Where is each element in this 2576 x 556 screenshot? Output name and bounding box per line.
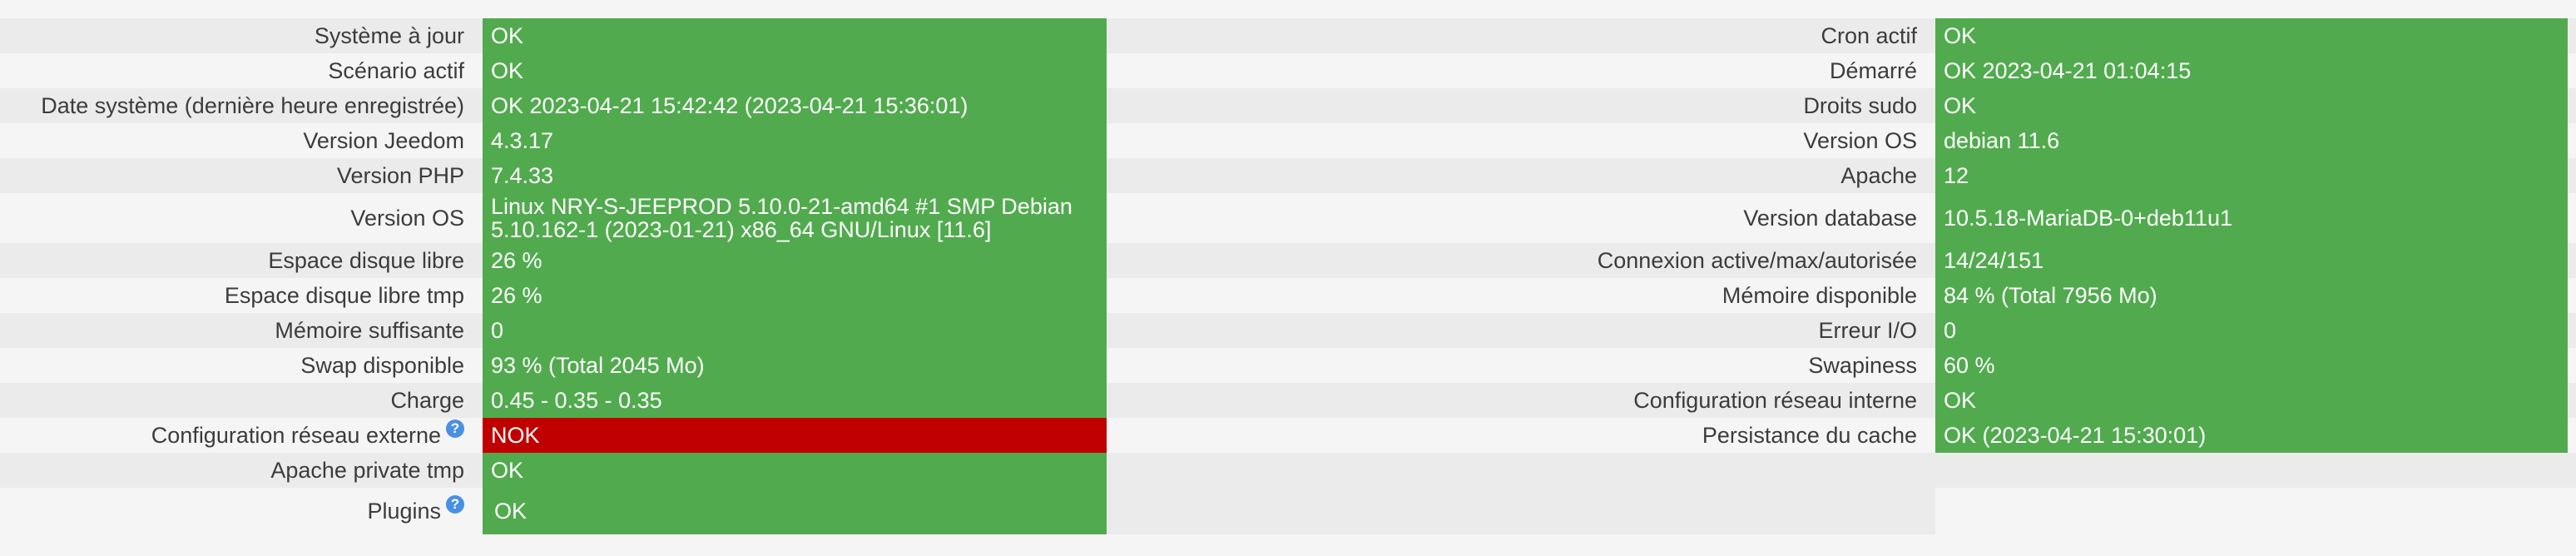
check-status: 12 [1935, 158, 2568, 193]
empty-cell [1935, 488, 2576, 534]
check-status: OK [483, 53, 1107, 88]
check-label: Charge [0, 383, 483, 418]
row-spacer [2568, 53, 2576, 88]
check-status: 60 % [1935, 348, 2568, 383]
check-status: OK [483, 488, 1107, 534]
check-status: OK [483, 18, 1107, 53]
help-icon[interactable]: ? [446, 419, 464, 438]
check-label: Apache [1107, 158, 1935, 193]
check-status: 84 % (Total 7956 Mo) [1935, 278, 2568, 313]
check-label: Scénario actif [0, 53, 483, 88]
check-status: Linux NRY-S-JEEPROD 5.10.0-21-amd64 #1 S… [483, 193, 1107, 243]
check-label: Mémoire disponible [1107, 278, 1935, 313]
row-spacer [2568, 418, 2576, 453]
check-label: Persistance du cache [1107, 418, 1935, 453]
table-row: Apache private tmp OK [0, 453, 2576, 488]
check-status: OK [1935, 88, 2568, 123]
row-spacer [2568, 278, 2576, 313]
table-row: Mémoire suffisante 0 Erreur I/O 0 [0, 313, 2576, 348]
table-row: Espace disque libre tmp 26 % Mémoire dis… [0, 278, 2576, 313]
check-label: Système à jour [0, 18, 483, 53]
row-spacer [2568, 193, 2576, 243]
row-spacer [2568, 243, 2576, 278]
check-label: Apache private tmp [0, 453, 483, 488]
table-row: Système à jour OK Cron actif OK [0, 18, 2576, 53]
health-table: Système à jour OK Cron actif OK Scénario… [0, 18, 2576, 534]
check-status: 14/24/151 [1935, 243, 2568, 278]
check-label: Version PHP [0, 158, 483, 193]
check-label: Date système (dernière heure enregistrée… [0, 88, 483, 123]
check-label: Espace disque libre tmp [0, 278, 483, 313]
check-status: OK [1935, 383, 2568, 418]
health-panel: Système à jour OK Cron actif OK Scénario… [0, 18, 2576, 534]
check-label: Version Jeedom [0, 123, 483, 158]
help-icon[interactable]: ? [446, 495, 464, 514]
check-label: Connexion active/max/autorisée [1107, 243, 1935, 278]
table-row: Version PHP 7.4.33 Apache 12 [0, 158, 2576, 193]
check-label-with-help: Plugins? [0, 488, 483, 534]
check-status: OK 2023-04-21 15:42:42 (2023-04-21 15:36… [483, 88, 1107, 123]
table-row: Version Jeedom 4.3.17 Version OS debian … [0, 123, 2576, 158]
check-status: debian 11.6 [1935, 123, 2568, 158]
check-status: 26 % [483, 278, 1107, 313]
check-label: Mémoire suffisante [0, 313, 483, 348]
check-label: Swap disponible [0, 348, 483, 383]
row-spacer [2568, 18, 2576, 53]
check-label: Cron actif [1107, 18, 1935, 53]
check-status: OK [1935, 18, 2568, 53]
check-label: Configuration réseau interne [1107, 383, 1935, 418]
row-spacer [2568, 88, 2576, 123]
check-status-error: NOK [483, 418, 1107, 453]
row-spacer [2568, 313, 2576, 348]
table-row: Espace disque libre 26 % Connexion activ… [0, 243, 2576, 278]
check-label: Version database [1107, 193, 1935, 243]
check-status: OK 2023-04-21 01:04:15 [1935, 53, 2568, 88]
check-label: Version OS [0, 193, 483, 243]
check-label: Configuration réseau externe [151, 423, 441, 448]
row-spacer [2568, 348, 2576, 383]
check-status: 26 % [483, 243, 1107, 278]
check-label: Plugins [367, 499, 441, 524]
table-row: Version OS Linux NRY-S-JEEPROD 5.10.0-21… [0, 193, 2576, 243]
empty-cell [1107, 453, 2576, 488]
row-spacer [2568, 123, 2576, 158]
check-status: 7.4.33 [483, 158, 1107, 193]
check-status: 0 [1935, 313, 2568, 348]
table-row: Configuration réseau externe? NOK Persis… [0, 418, 2576, 453]
check-status: 10.5.18-MariaDB-0+deb11u1 [1935, 193, 2568, 243]
row-spacer [2568, 158, 2576, 193]
empty-cell [1107, 488, 1935, 534]
check-label: Espace disque libre [0, 243, 483, 278]
table-row: Plugins? OK [0, 488, 2576, 534]
check-status: 0.45 - 0.35 - 0.35 [483, 383, 1107, 418]
table-row: Swap disponible 93 % (Total 2045 Mo) Swa… [0, 348, 2576, 383]
check-label: Version OS [1107, 123, 1935, 158]
table-row: Charge 0.45 - 0.35 - 0.35 Configuration … [0, 383, 2576, 418]
check-label: Erreur I/O [1107, 313, 1935, 348]
check-status: 93 % (Total 2045 Mo) [483, 348, 1107, 383]
check-label: Swapiness [1107, 348, 1935, 383]
check-status: OK (2023-04-21 15:30:01) [1935, 418, 2568, 453]
check-label: Droits sudo [1107, 88, 1935, 123]
table-row: Date système (dernière heure enregistrée… [0, 88, 2576, 123]
check-label: Démarré [1107, 53, 1935, 88]
table-row: Scénario actif OK Démarré OK 2023-04-21 … [0, 53, 2576, 88]
check-status: 4.3.17 [483, 123, 1107, 158]
check-label-with-help: Configuration réseau externe? [0, 418, 483, 453]
check-status: OK [483, 453, 1107, 488]
row-spacer [2568, 383, 2576, 418]
check-status: 0 [483, 313, 1107, 348]
